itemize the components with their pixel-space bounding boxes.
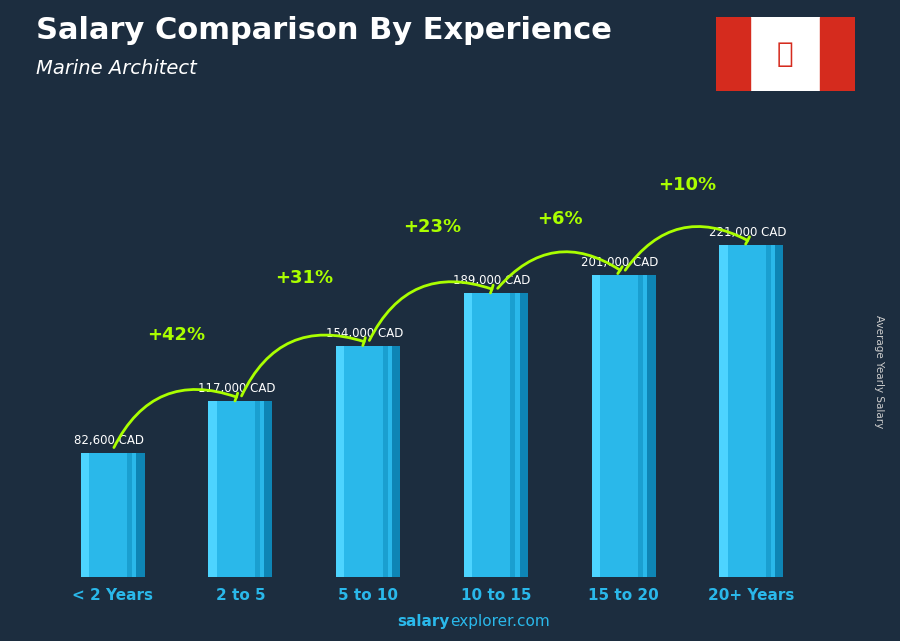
Text: 117,000 CAD: 117,000 CAD [198, 383, 275, 395]
Text: 201,000 CAD: 201,000 CAD [581, 256, 659, 269]
Bar [464, 294, 472, 577]
Bar [264, 401, 273, 577]
Text: Average Yearly Salary: Average Yearly Salary [874, 315, 884, 428]
Text: Marine Architect: Marine Architect [36, 59, 197, 78]
Text: Salary Comparison By Experience: Salary Comparison By Experience [36, 16, 612, 45]
Bar [81, 453, 145, 577]
Bar [766, 246, 770, 577]
Bar [510, 294, 516, 577]
Text: 82,600 CAD: 82,600 CAD [74, 434, 144, 447]
Bar [716, 17, 751, 91]
Bar [519, 294, 527, 577]
Text: 🍁: 🍁 [777, 40, 794, 68]
Bar [820, 17, 855, 91]
Bar [209, 401, 273, 577]
Bar [775, 246, 783, 577]
Bar [81, 453, 89, 577]
Text: +10%: +10% [659, 176, 716, 194]
Text: +31%: +31% [275, 269, 333, 287]
Text: +23%: +23% [403, 218, 461, 236]
Bar [591, 276, 655, 577]
Text: explorer.com: explorer.com [450, 615, 550, 629]
Bar [127, 453, 132, 577]
Bar [382, 346, 388, 577]
Bar [337, 346, 345, 577]
Bar [337, 346, 400, 577]
Bar [136, 453, 145, 577]
Text: 154,000 CAD: 154,000 CAD [326, 327, 403, 340]
Text: +6%: +6% [537, 210, 582, 228]
Bar [255, 401, 260, 577]
Bar [464, 294, 527, 577]
Bar [392, 346, 400, 577]
Text: 221,000 CAD: 221,000 CAD [709, 226, 787, 240]
Bar [591, 276, 600, 577]
Text: 189,000 CAD: 189,000 CAD [454, 274, 531, 287]
Bar [647, 276, 655, 577]
Text: salary: salary [398, 615, 450, 629]
Bar [209, 401, 217, 577]
Text: +42%: +42% [148, 326, 205, 344]
Bar [719, 246, 783, 577]
Bar [719, 246, 728, 577]
Bar [638, 276, 644, 577]
